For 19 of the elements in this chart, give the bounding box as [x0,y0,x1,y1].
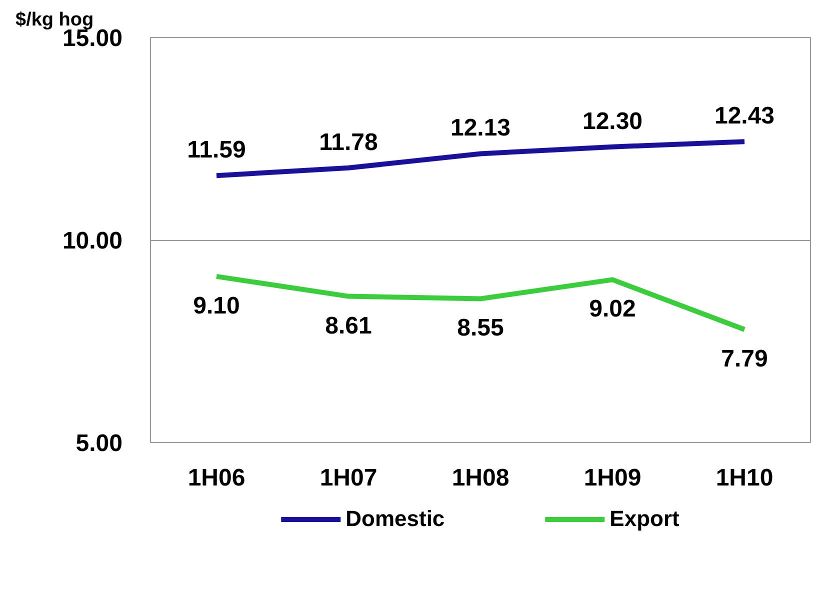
data-label: 7.79 [721,346,768,373]
y-tick-label: 10.00 [62,228,123,254]
data-label: 12.13 [450,114,511,142]
x-tick-label: 1H06 [188,464,246,492]
x-tick-label: 1H08 [452,464,510,492]
data-label: 12.30 [582,108,643,135]
x-tick-label: 1H07 [320,464,378,492]
data-label: 8.55 [457,314,504,342]
legend-label: Export [610,506,680,532]
data-label: 8.61 [325,312,372,340]
data-label: 11.78 [319,128,378,156]
x-tick-label: 1H09 [584,464,642,492]
data-label: 9.02 [589,296,636,323]
data-label: 9.10 [193,292,240,320]
data-label: 11.59 [187,136,246,164]
legend-label: Domestic [346,506,445,532]
data-label: 12.43 [714,102,775,130]
y-tick-label: 5.00 [76,430,123,457]
x-tick-label: 1H10 [716,464,774,492]
